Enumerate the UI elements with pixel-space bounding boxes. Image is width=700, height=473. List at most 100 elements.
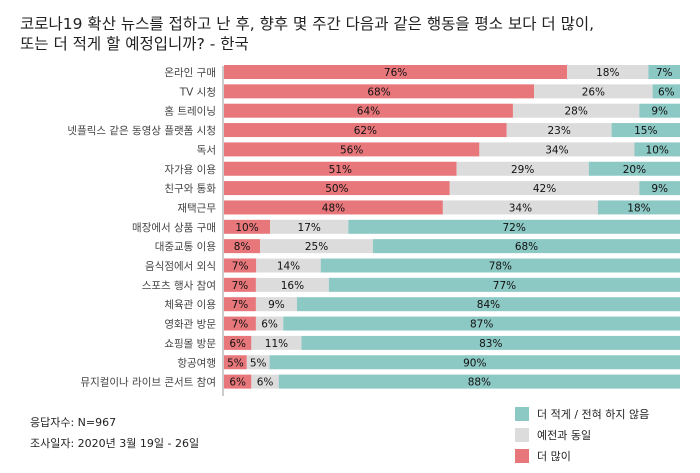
category-label: 스포츠 행사 참여 bbox=[142, 280, 216, 292]
data-label-more: 7% bbox=[232, 280, 249, 292]
bar-segment-less bbox=[320, 258, 680, 273]
bar-segment-same bbox=[270, 219, 349, 234]
bar-segment-same bbox=[512, 103, 640, 118]
category-label: 대중교통 이용 bbox=[155, 241, 217, 253]
bar-segment-more bbox=[224, 103, 513, 118]
data-label-more: 7% bbox=[232, 319, 249, 331]
bar-segment-same bbox=[567, 65, 649, 79]
bar-segment-same bbox=[251, 374, 279, 389]
bar-segment-less bbox=[328, 277, 680, 292]
category-label: 재택근무 bbox=[177, 202, 216, 214]
data-label-same: 9% bbox=[268, 299, 285, 311]
data-label-more: 48% bbox=[322, 202, 345, 214]
data-label-less: 87% bbox=[470, 319, 493, 331]
bar-segment-same bbox=[534, 84, 653, 99]
data-label-less: 9% bbox=[651, 183, 668, 195]
bar-segment-more bbox=[224, 123, 507, 138]
data-label-same: 6% bbox=[261, 319, 278, 331]
data-label-more: 7% bbox=[232, 299, 249, 311]
bar-segment-more bbox=[224, 142, 480, 157]
data-label-more: 6% bbox=[229, 377, 246, 389]
legend-label-same: 예전과 동일 bbox=[537, 428, 592, 442]
data-label-same: 6% bbox=[257, 377, 274, 389]
bar-segment-more bbox=[224, 316, 256, 331]
bar-segment-less bbox=[634, 142, 680, 157]
data-label-same: 23% bbox=[547, 125, 570, 137]
category-label: 체육관 이용 bbox=[164, 299, 216, 311]
data-label-more: 6% bbox=[229, 338, 246, 350]
data-label-same: 14% bbox=[277, 261, 300, 273]
data-label-more: 51% bbox=[329, 164, 352, 176]
data-label-less: 10% bbox=[646, 144, 669, 156]
bar-segment-less bbox=[269, 355, 680, 370]
category-label: 영화관 방문 bbox=[164, 319, 216, 331]
data-label-same: 28% bbox=[564, 106, 587, 118]
bar-segment-less bbox=[652, 84, 680, 99]
data-label-more: 5% bbox=[227, 357, 244, 369]
bar-segment-more bbox=[224, 84, 535, 99]
category-label: 홈 트레이닝 bbox=[164, 105, 216, 118]
data-label-less: 9% bbox=[651, 106, 668, 118]
data-label-less: 83% bbox=[479, 338, 502, 350]
data-label-more: 8% bbox=[234, 241, 251, 253]
stacked-bar-chart: 온라인 구매 76% 18% 7% TV 시청 68% 26% 6% 홈 트레이닝 64% 28% 9… bbox=[67, 65, 680, 396]
data-label-less: 20% bbox=[623, 164, 646, 176]
bar-segment-less bbox=[278, 374, 680, 389]
data-label-less: 77% bbox=[493, 280, 516, 292]
bar-segment-less bbox=[296, 297, 680, 312]
legend-label-more: 더 많이 bbox=[537, 449, 571, 463]
data-label-same: 29% bbox=[511, 164, 534, 176]
legend-swatch-same bbox=[515, 427, 529, 442]
bar-segment-more bbox=[224, 374, 252, 389]
category-label: 자가용 이용 bbox=[164, 164, 216, 176]
bar-segment-more bbox=[224, 161, 457, 176]
category-label: 독서 bbox=[197, 144, 216, 156]
data-label-more: 76% bbox=[384, 67, 407, 79]
data-label-less: 15% bbox=[634, 125, 657, 137]
data-label-less: 90% bbox=[463, 357, 486, 369]
data-label-less: 7% bbox=[656, 67, 673, 79]
category-label: 항공여행 bbox=[177, 357, 216, 369]
category-label: 뮤지컬이나 라이브 콘서트 참여 bbox=[80, 376, 216, 389]
chart-footer: 응답자수: N=967 조사일자: 2020년 3월 19일 - 26일 bbox=[30, 412, 199, 454]
bar-segment-less bbox=[597, 200, 680, 215]
legend-item-same: 예전과 동일 bbox=[515, 424, 649, 445]
data-label-same: 11% bbox=[265, 338, 288, 350]
bar-segment-same bbox=[506, 123, 612, 138]
bar-segment-less bbox=[301, 335, 680, 350]
category-label: 음식점에서 외식 bbox=[145, 261, 216, 273]
data-label-less: 6% bbox=[658, 86, 675, 98]
bar-segment-more bbox=[224, 200, 443, 215]
bar-segment-less bbox=[283, 316, 680, 331]
bar-segment-more bbox=[224, 297, 256, 312]
chart-title: 코로나19 확산 뉴스를 접하고 난 후, 향후 몇 주간 다음과 같은 행동을… bbox=[20, 15, 595, 53]
bar-segment-more bbox=[224, 219, 271, 234]
bar-segment-same bbox=[246, 355, 270, 370]
bar-segment-less bbox=[588, 161, 680, 176]
data-label-less: 88% bbox=[468, 377, 491, 389]
category-label: 온라인 구매 bbox=[164, 67, 216, 79]
data-label-more: 10% bbox=[235, 222, 258, 234]
bar-segment-less bbox=[348, 219, 680, 234]
legend-swatch-more bbox=[515, 448, 529, 463]
bar-segment-same bbox=[255, 297, 297, 312]
bar-segment-same bbox=[442, 200, 598, 215]
data-label-same: 18% bbox=[596, 67, 619, 79]
legend-swatch-less bbox=[515, 406, 529, 421]
chart-legend: 더 적게 / 전혀 하지 않음 예전과 동일 더 많이 bbox=[515, 403, 649, 466]
bar-segment-same bbox=[255, 277, 329, 292]
data-label-same: 42% bbox=[533, 183, 556, 195]
data-label-more: 68% bbox=[367, 86, 390, 98]
bar-segment-more bbox=[224, 258, 257, 273]
data-label-more: 50% bbox=[325, 183, 348, 195]
data-label-same: 34% bbox=[509, 202, 532, 214]
bar-segment-same bbox=[256, 258, 321, 273]
bar-segment-more bbox=[224, 355, 247, 370]
bar-segment-less bbox=[611, 123, 680, 138]
bar-segment-more bbox=[224, 181, 450, 196]
bar-segment-same bbox=[255, 316, 284, 331]
data-label-same: 5% bbox=[250, 357, 267, 369]
data-label-less: 72% bbox=[503, 222, 526, 234]
bar-segment-more bbox=[224, 335, 252, 350]
survey-date-note: 조사일자: 2020년 3월 19일 - 26일 bbox=[30, 437, 200, 450]
